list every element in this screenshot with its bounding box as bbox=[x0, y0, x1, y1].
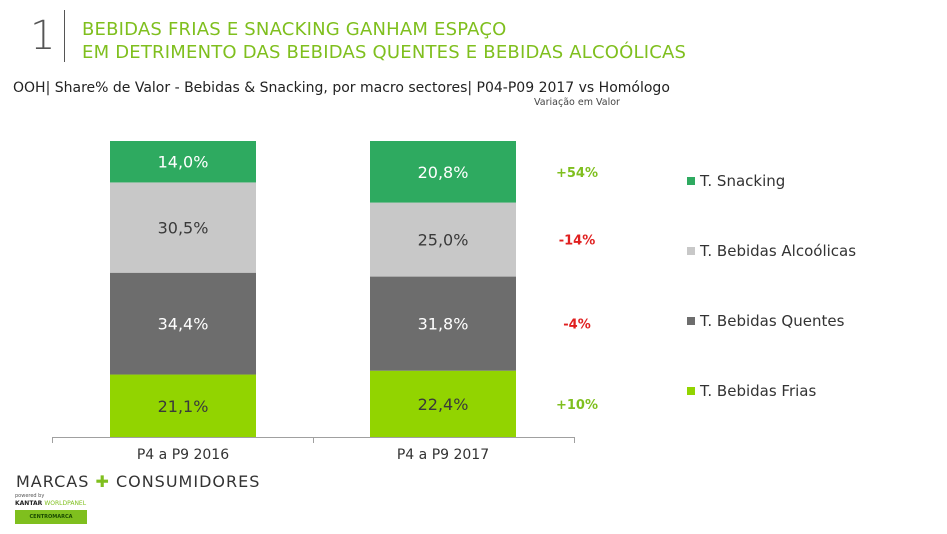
legend-swatch-4 bbox=[687, 387, 695, 395]
bar-segment-2-1 bbox=[370, 370, 516, 437]
bar-segment-1-4 bbox=[110, 141, 256, 183]
bar-segment-2-3 bbox=[370, 202, 516, 277]
title-line-1: BEBIDAS FRIAS E SNACKING GANHAM ESPAÇO bbox=[82, 19, 507, 40]
variation-header: Variação em Valor bbox=[534, 97, 620, 108]
data-label-2-4: 20,8% bbox=[418, 163, 469, 182]
legend-item-2: T. Bebidas Alcoólicas bbox=[687, 241, 856, 260]
logo-text-consumidores: CONSUMIDORES bbox=[115, 472, 261, 491]
data-label-2-3: 25,0% bbox=[418, 231, 469, 250]
bar-segment-2-4 bbox=[370, 141, 516, 203]
data-label-1-2: 34,4% bbox=[158, 315, 209, 334]
logo-powered-by: powered by bbox=[15, 493, 45, 499]
legend-label-4: T. Bebidas Frias bbox=[700, 382, 817, 400]
variation-label-2: -14% bbox=[559, 234, 596, 249]
bar-segment-1-1 bbox=[110, 374, 256, 437]
bar-segment-1-2 bbox=[110, 272, 256, 375]
kantar-text: KANTAR bbox=[15, 500, 43, 507]
data-label-1-1: 21,1% bbox=[158, 397, 209, 416]
section-number: 1 bbox=[30, 10, 65, 62]
legend-label-3: T. Bebidas Quentes bbox=[700, 312, 845, 330]
logo-text-marcas: MARCAS bbox=[16, 472, 90, 491]
legend-label-1: T. Snacking bbox=[700, 172, 786, 190]
variation-label-4: +10% bbox=[556, 398, 598, 413]
x-tick-label-1: P4 a P9 2016 bbox=[137, 447, 229, 463]
variation-label-1: +54% bbox=[556, 166, 598, 181]
legend-item-1: T. Snacking bbox=[687, 171, 785, 190]
logo-cross-icon: ✚ bbox=[95, 472, 110, 491]
data-label-1-3: 30,5% bbox=[158, 219, 209, 238]
legend-swatch-3 bbox=[687, 317, 695, 325]
data-label-2-1: 22,4% bbox=[418, 395, 469, 414]
marcas-consumidores-logo: MARCAS ✚ CONSUMIDORES powered by KANTAR … bbox=[10, 460, 270, 530]
legend-label-2: T. Bebidas Alcoólicas bbox=[700, 242, 857, 260]
centromarca-logo: CENTROMARCA bbox=[15, 510, 87, 524]
bar-segment-2-2 bbox=[370, 276, 516, 371]
bar-segment-1-3 bbox=[110, 182, 256, 273]
kantar-worldpanel-logo: KANTAR WORLDPANEL bbox=[15, 500, 86, 507]
data-label-2-2: 31,8% bbox=[418, 315, 469, 334]
worldpanel-text: WORLDPANEL bbox=[44, 500, 87, 507]
title-line-2: EM DETRIMENTO DAS BEBIDAS QUENTES E BEBI… bbox=[82, 42, 687, 63]
legend-item-3: T. Bebidas Quentes bbox=[687, 311, 844, 330]
legend-swatch-2 bbox=[687, 247, 695, 255]
logo-wordmark: MARCAS ✚ CONSUMIDORES bbox=[16, 472, 260, 491]
legend-swatch-1 bbox=[687, 177, 695, 185]
x-tick-label-2: P4 a P9 2017 bbox=[397, 447, 489, 463]
data-label-1-4: 14,0% bbox=[158, 153, 209, 172]
variation-label-3: -4% bbox=[563, 318, 590, 333]
legend-item-4: T. Bebidas Frias bbox=[687, 381, 816, 400]
chart-subtitle: OOH| Share% de Valor - Bebidas & Snackin… bbox=[13, 80, 670, 96]
